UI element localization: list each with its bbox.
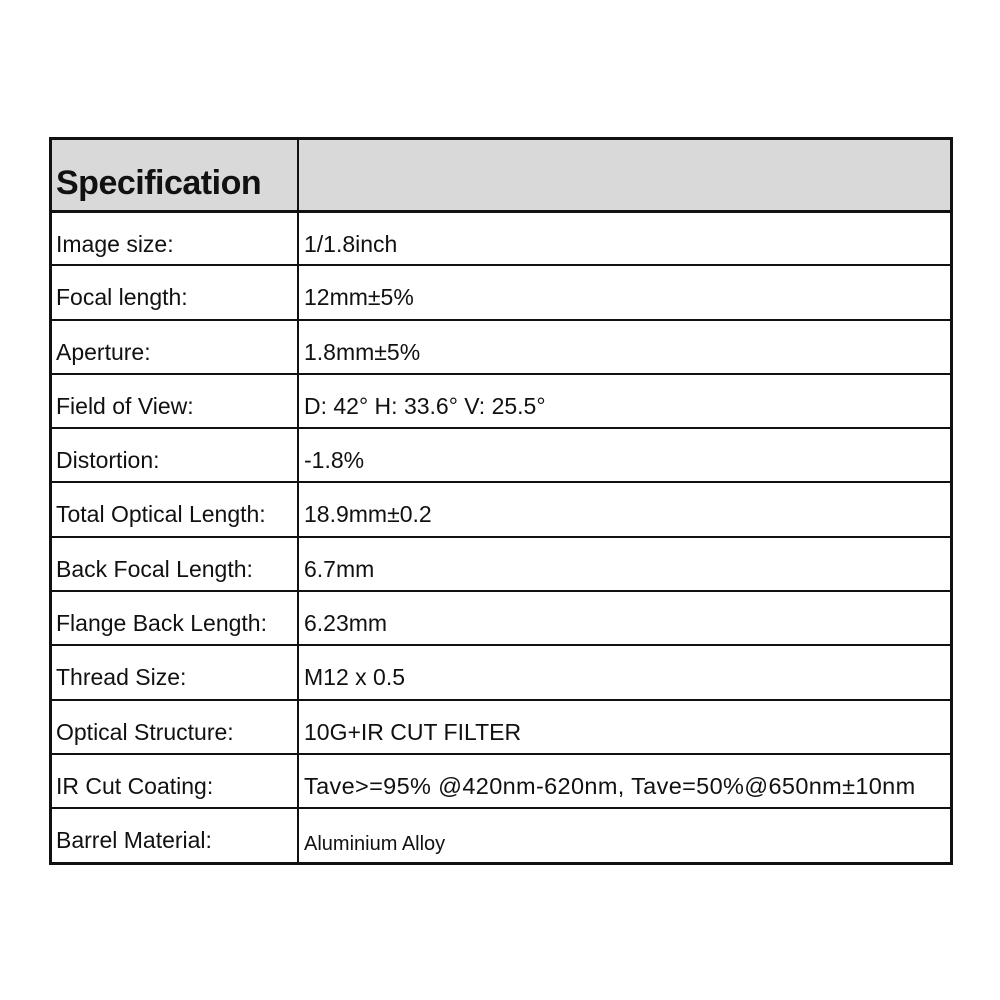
row-value: M12 x 0.5	[304, 664, 405, 691]
table-header-row: Specification	[52, 140, 950, 210]
specification-table: Specification Image size: 1/1.8inch Focal…	[49, 137, 953, 865]
row-label: Back Focal Length:	[52, 537, 299, 591]
row-value: 18.9mm±0.2	[304, 501, 432, 528]
row-label: Aperture:	[52, 320, 299, 373]
row-value: Tave>=95% @420nm-620nm, Tave=50%@650nm±1…	[304, 772, 916, 799]
row-label: Focal length:	[52, 266, 299, 319]
row-label: IR Cut Coating:	[52, 754, 299, 808]
row-label: Total Optical Length:	[52, 483, 299, 536]
row-value: 6.7mm	[304, 555, 375, 582]
row-value: 6.23mm	[304, 610, 388, 637]
table-row: Field of View: D: 42° H: 33.6° V: 25.5°	[52, 372, 950, 428]
header-value	[299, 140, 950, 210]
table-row: Flange Back Length: 6.23mm	[52, 590, 950, 645]
row-label: Barrel Material:	[52, 809, 299, 862]
row-value: Aluminium Alloy	[304, 833, 446, 856]
table-row: Focal length: 12mm±5%	[52, 264, 950, 319]
row-label: Image size:	[52, 213, 299, 265]
row-value: 1/1.8inch	[304, 231, 398, 257]
table-row: Image size: 1/1.8inch	[52, 210, 950, 265]
table-row: Distortion: -1.8%	[52, 427, 950, 482]
row-label: Flange Back Length:	[52, 592, 299, 645]
table-row: Optical Structure: 10G+IR CUT FILTER	[52, 698, 950, 753]
row-value: D: 42° H: 33.6° V: 25.5°	[304, 392, 546, 419]
table-row: Aperture: 1.8mm±5%	[52, 318, 950, 373]
row-label: Optical Structure:	[52, 700, 299, 753]
table-row: Back Focal Length: 6.7mm	[52, 535, 950, 591]
table-row: IR Cut Coating: Tave>=95% @420nm-620nm, T…	[52, 752, 950, 808]
row-value: 12mm±5%	[304, 284, 414, 311]
row-label: Thread Size:	[52, 646, 299, 699]
row-value: 1.8mm±5%	[304, 338, 421, 365]
table-row: Total Optical Length: 18.9mm±0.2	[52, 481, 950, 536]
row-label: Distortion:	[52, 429, 299, 482]
table-row: Thread Size: M12 x 0.5	[52, 644, 950, 699]
row-label: Field of View:	[52, 374, 299, 428]
table-row: Barrel Material: Aluminium Alloy	[52, 807, 950, 862]
header-title: Specification	[52, 140, 299, 210]
row-value: 10G+IR CUT FILTER	[304, 718, 522, 745]
row-value: -1.8%	[304, 447, 365, 474]
